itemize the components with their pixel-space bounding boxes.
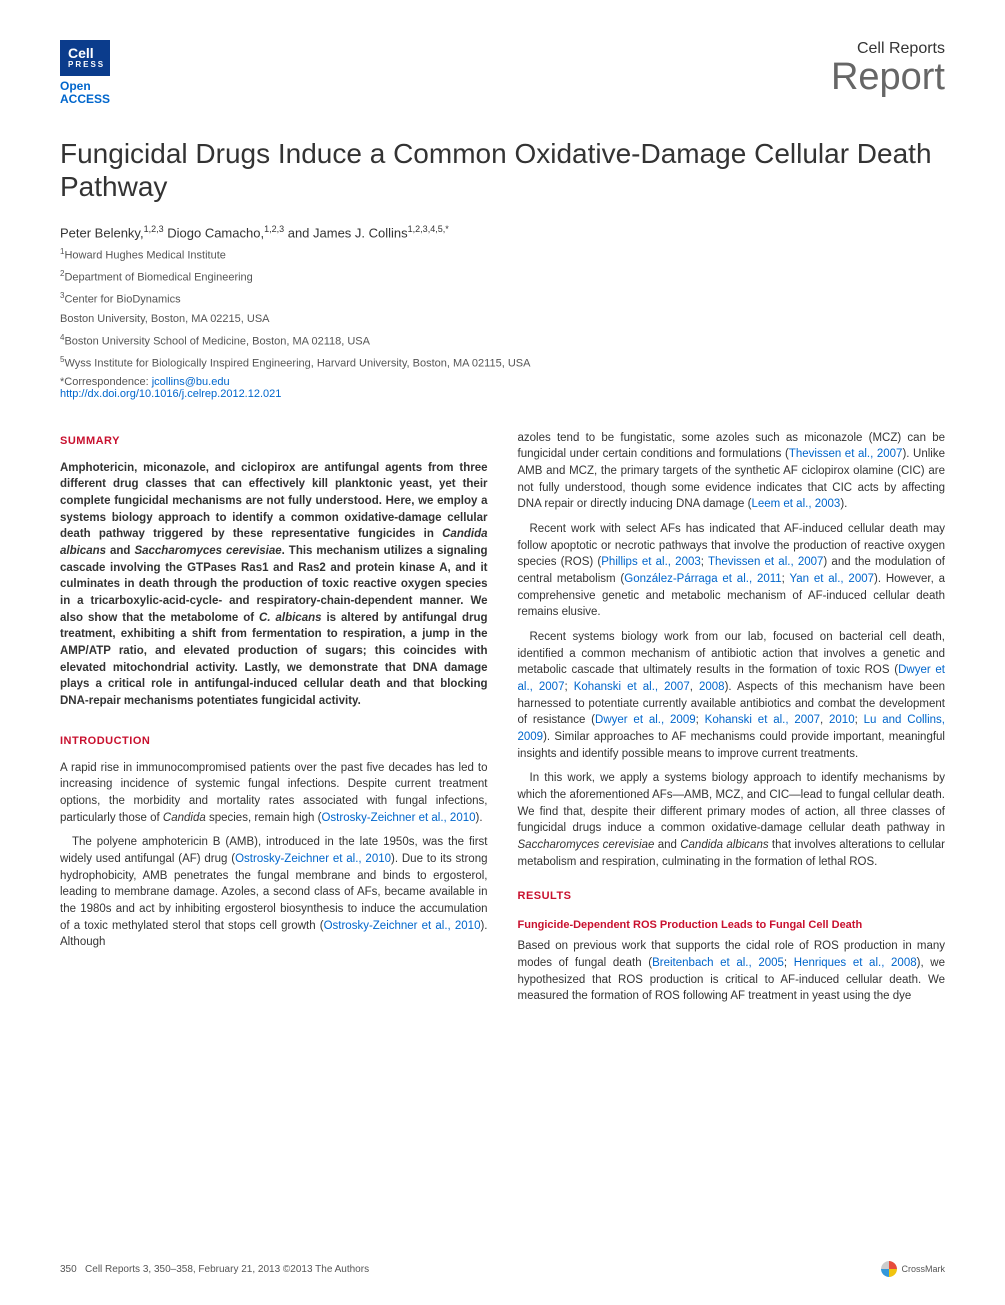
introduction-heading: INTRODUCTION (60, 734, 488, 750)
footer-citation-text: Cell Reports 3, 350–358, February 21, 20… (85, 1264, 369, 1275)
intro-p2: The polyene amphotericin B (AMB), introd… (60, 834, 488, 951)
col2-p3: Recent systems biology work from our lab… (518, 629, 946, 762)
results-heading: RESULTS (518, 889, 946, 905)
logo-press-text: PRESS (68, 61, 102, 70)
authors-line: Peter Belenky,1,2,3 Diogo Camacho,1,2,3 … (60, 224, 945, 240)
introduction-body: A rapid rise in immunocompromised patien… (60, 760, 488, 951)
doi-link[interactable]: http://dx.doi.org/10.1016/j.celrep.2012.… (60, 388, 945, 400)
affiliations-block: 1Howard Hughes Medical Institute 2Departm… (60, 246, 945, 372)
intro-p1: A rapid rise in immunocompromised patien… (60, 760, 488, 827)
open-access-line2: ACCESS (60, 92, 110, 106)
correspondence-label: *Correspondence: (60, 376, 152, 388)
col2-p1: azoles tend to be fungistatic, some azol… (518, 430, 946, 513)
page-footer: 350 Cell Reports 3, 350–358, February 21… (60, 1261, 945, 1277)
right-column: azoles tend to be fungistatic, some azol… (518, 430, 946, 1013)
crossmark-label: CrossMark (901, 1264, 945, 1274)
results-subheading: Fungicide-Dependent ROS Production Leads… (518, 918, 946, 934)
article-title: Fungicidal Drugs Induce a Common Oxidati… (60, 137, 945, 204)
summary-text: Amphotericin, miconazole, and ciclopirox… (60, 460, 488, 710)
correspondence-email[interactable]: jcollins@bu.edu (152, 376, 230, 388)
cell-press-logo: Cell PRESS (60, 40, 110, 76)
report-label: Report (831, 56, 945, 99)
header-row: Cell PRESS Open ACCESS Cell Reports Repo… (60, 40, 945, 107)
summary-heading: SUMMARY (60, 434, 488, 450)
open-access-line1: Open (60, 79, 91, 93)
affiliation-line: 2Department of Biomedical Engineering (60, 268, 945, 286)
affiliation-line: 3Center for BioDynamics (60, 290, 945, 308)
right-header: Cell Reports Report (831, 40, 945, 99)
correspondence-line: *Correspondence: jcollins@bu.edu (60, 376, 945, 388)
affiliation-line: 1Howard Hughes Medical Institute (60, 246, 945, 264)
open-access-label: Open ACCESS (60, 80, 110, 106)
footer-citation: 350 Cell Reports 3, 350–358, February 21… (60, 1264, 369, 1275)
left-logo-block: Cell PRESS Open ACCESS (60, 40, 110, 107)
two-column-layout: SUMMARY Amphotericin, miconazole, and ci… (60, 430, 945, 1013)
affiliation-line: 4Boston University School of Medicine, B… (60, 332, 945, 350)
footer-page: 350 (60, 1264, 77, 1275)
crossmark-badge[interactable]: CrossMark (881, 1261, 945, 1277)
affiliation-line: 5Wyss Institute for Biologically Inspire… (60, 354, 945, 372)
crossmark-icon (881, 1261, 897, 1277)
col2-p2: Recent work with select AFs has indicate… (518, 521, 946, 621)
affiliation-line: Boston University, Boston, MA 02215, USA (60, 312, 945, 327)
results-p1: Based on previous work that supports the… (518, 938, 946, 1005)
logo-cell-text: Cell (68, 45, 94, 61)
left-column: SUMMARY Amphotericin, miconazole, and ci… (60, 430, 488, 1013)
col2-p4: In this work, we apply a systems biology… (518, 770, 946, 870)
